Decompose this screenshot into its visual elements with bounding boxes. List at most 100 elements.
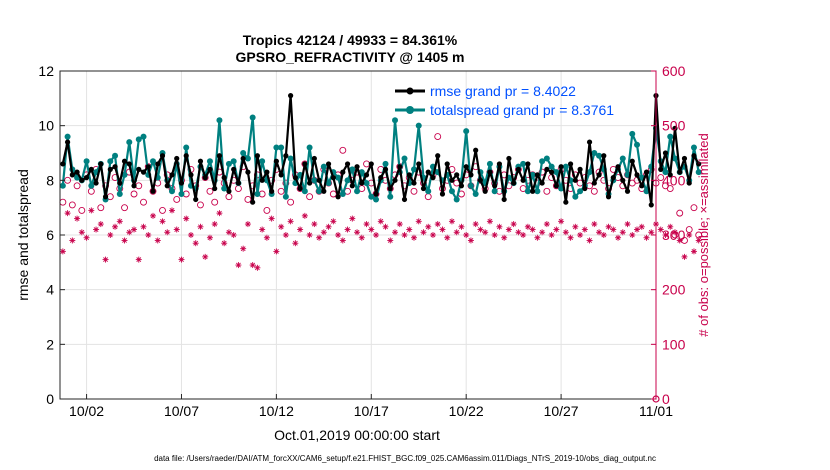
rmse-point <box>615 164 621 170</box>
asterisk-stroke <box>297 227 303 232</box>
legend-spread-label: totalspread grand pr = 8.3761 <box>430 102 614 118</box>
totalspread-point <box>463 128 470 135</box>
totalspread-point <box>572 193 579 200</box>
assimilated-obs-marker <box>244 221 251 228</box>
asterisk-stroke <box>582 227 588 232</box>
asterisk-stroke <box>250 262 256 268</box>
rmse-point <box>506 155 512 162</box>
assimilated-obs-marker <box>482 229 489 236</box>
y-tick-label: 2 <box>46 336 54 352</box>
possible-obs-marker <box>97 204 105 212</box>
asterisk-stroke <box>430 232 436 238</box>
y-tick-label: 12 <box>38 63 54 79</box>
asterisk-stroke <box>364 221 369 227</box>
assimilated-obs-marker <box>273 248 280 255</box>
totalspread-point <box>382 160 389 167</box>
rmse-point <box>273 158 279 164</box>
rmse-point <box>126 161 132 167</box>
assimilated-obs-marker <box>211 221 218 228</box>
assimilated-obs-marker <box>562 229 569 236</box>
rmse-point <box>174 155 180 162</box>
rmse-point <box>226 188 232 194</box>
rmse-point <box>178 180 185 186</box>
asterisk-stroke <box>183 216 189 222</box>
rmse-point <box>572 177 578 183</box>
asterisk-stroke <box>610 227 616 232</box>
asterisk-stroke <box>406 227 412 232</box>
assimilated-obs-marker <box>387 237 394 244</box>
assimilated-obs-marker <box>145 232 152 238</box>
rmse-point <box>335 194 341 200</box>
totalspread-point <box>425 188 432 195</box>
asterisk-stroke <box>682 254 687 260</box>
rmse-point <box>193 196 199 203</box>
totalspread-point <box>178 191 185 197</box>
rmse-point <box>136 166 142 172</box>
possible-obs-marker <box>173 196 181 203</box>
assimilated-obs-marker <box>150 212 157 219</box>
asterisk-stroke <box>686 232 692 238</box>
assimilated-obs-marker <box>671 229 678 236</box>
totalspread-point <box>410 166 417 173</box>
x-tick-label: 11/01 <box>639 403 673 419</box>
asterisk-stroke <box>217 210 222 216</box>
assimilated-obs-marker <box>667 223 674 230</box>
asterisk-stroke <box>539 229 545 235</box>
assimilated-obs-marker <box>643 234 650 241</box>
assimilated-obs-marker <box>681 253 688 260</box>
rmse-point <box>544 166 550 172</box>
y-tick-label: 0 <box>46 391 54 407</box>
rmse-point <box>382 166 389 172</box>
rmse-point <box>473 147 479 153</box>
assimilated-obs-marker <box>690 248 697 255</box>
rmse-point <box>98 161 104 167</box>
asterisk-stroke <box>254 265 260 271</box>
asterisk-stroke <box>368 227 374 232</box>
totalspread-point <box>634 141 641 148</box>
assimilated-obs-marker <box>282 232 289 238</box>
asterisk-stroke <box>131 227 137 232</box>
asterisk-stroke <box>349 216 355 222</box>
totalspread-point <box>216 117 223 124</box>
asterisk-stroke <box>463 232 469 238</box>
rmse-point <box>240 155 246 162</box>
rmse-point <box>93 180 99 186</box>
possible-obs-marker <box>206 187 214 195</box>
rmse-point <box>648 202 654 208</box>
assimilated-obs-marker <box>577 232 584 238</box>
assimilated-obs-marker <box>520 232 527 238</box>
asterisk-stroke <box>198 224 203 230</box>
asterisk-stroke <box>340 238 346 243</box>
totalspread-point <box>225 160 232 167</box>
assimilated-obs-marker <box>524 223 531 230</box>
asterisk-stroke <box>79 229 85 235</box>
assimilated-obs-marker <box>434 221 441 228</box>
rmse-point <box>363 172 370 178</box>
totalspread-point <box>553 169 560 176</box>
totalspread-point <box>249 114 256 121</box>
rmse-point <box>283 153 289 159</box>
asterisk-stroke <box>478 227 483 232</box>
assimilated-obs-marker <box>472 221 479 228</box>
asterisk-stroke <box>122 238 127 243</box>
assimilated-obs-marker <box>553 226 560 233</box>
totalspread-point <box>354 188 361 195</box>
totalspread-point <box>121 171 128 178</box>
assimilated-obs-marker <box>301 212 308 219</box>
asterisk-stroke <box>273 248 279 254</box>
asterisk-stroke <box>174 227 180 232</box>
totalspread-point <box>534 188 541 195</box>
possible-obs-marker <box>306 193 314 201</box>
assimilated-obs-marker <box>278 223 285 230</box>
totalspread-point <box>577 188 584 195</box>
totalspread-point <box>59 182 66 189</box>
assimilated-obs-marker <box>463 232 470 238</box>
rmse-point <box>397 164 403 170</box>
asterisk-stroke <box>155 238 161 243</box>
rmse-point <box>368 161 374 167</box>
totalspread-point <box>358 169 365 176</box>
rmse-point <box>202 175 208 181</box>
rmse-point <box>667 172 673 178</box>
assimilated-obs-marker <box>221 240 228 247</box>
asterisk-stroke <box>558 218 564 224</box>
